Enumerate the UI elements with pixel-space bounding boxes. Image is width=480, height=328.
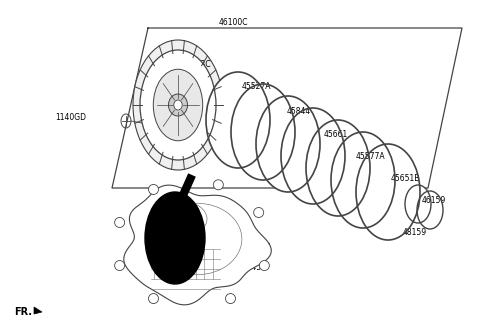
Ellipse shape bbox=[140, 50, 216, 160]
Ellipse shape bbox=[226, 294, 236, 303]
Text: 48159: 48159 bbox=[403, 228, 427, 237]
Ellipse shape bbox=[259, 260, 269, 271]
Ellipse shape bbox=[281, 108, 345, 204]
Polygon shape bbox=[34, 307, 42, 314]
Ellipse shape bbox=[256, 96, 320, 192]
Polygon shape bbox=[124, 185, 271, 305]
Ellipse shape bbox=[153, 69, 203, 141]
Ellipse shape bbox=[213, 180, 223, 190]
Text: 1140GD: 1140GD bbox=[55, 113, 86, 122]
Text: 45527A: 45527A bbox=[241, 82, 271, 91]
Text: 46100C: 46100C bbox=[218, 18, 248, 27]
Ellipse shape bbox=[148, 184, 158, 195]
Ellipse shape bbox=[405, 185, 431, 223]
Text: 45651B: 45651B bbox=[390, 174, 420, 183]
Text: FR.: FR. bbox=[14, 307, 32, 317]
Text: 45661: 45661 bbox=[324, 130, 348, 139]
Ellipse shape bbox=[174, 100, 182, 110]
Text: 45643C: 45643C bbox=[181, 60, 211, 69]
Text: REF 43-450: REF 43-450 bbox=[222, 263, 266, 273]
Ellipse shape bbox=[133, 40, 223, 170]
Ellipse shape bbox=[145, 192, 205, 284]
Ellipse shape bbox=[168, 94, 188, 116]
Text: 45577A: 45577A bbox=[355, 152, 385, 161]
Ellipse shape bbox=[331, 132, 395, 228]
Ellipse shape bbox=[254, 208, 264, 217]
Ellipse shape bbox=[115, 217, 125, 227]
Ellipse shape bbox=[206, 72, 270, 168]
Ellipse shape bbox=[417, 191, 443, 229]
Ellipse shape bbox=[148, 294, 158, 303]
Ellipse shape bbox=[356, 144, 420, 240]
Ellipse shape bbox=[115, 260, 125, 271]
Text: 45844: 45844 bbox=[287, 107, 311, 116]
Ellipse shape bbox=[306, 120, 370, 216]
Ellipse shape bbox=[231, 84, 295, 180]
Text: 46159: 46159 bbox=[422, 196, 446, 205]
